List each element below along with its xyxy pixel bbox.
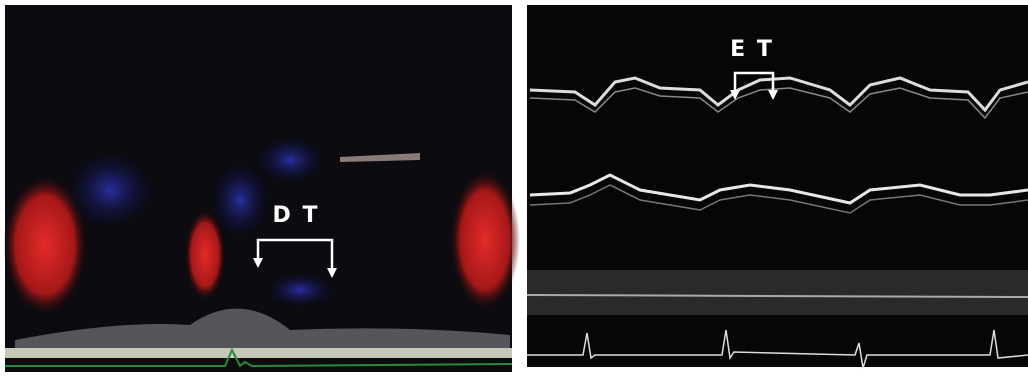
- blue-flow: [265, 272, 335, 308]
- blue-flow: [65, 150, 155, 230]
- dt-label: D T: [273, 203, 320, 228]
- mmode-panel: E T: [527, 5, 1028, 368]
- doppler-panel: D T: [3, 5, 520, 372]
- page: D T E T (() => { const data = JSON.parse…: [0, 0, 1028, 378]
- red-flow: [450, 170, 520, 310]
- tissue-band: [527, 270, 1028, 315]
- baseline-band: [5, 348, 512, 358]
- blue-flow: [255, 135, 325, 185]
- et-label: E T: [730, 37, 774, 62]
- figure: D T E T: [0, 0, 1028, 378]
